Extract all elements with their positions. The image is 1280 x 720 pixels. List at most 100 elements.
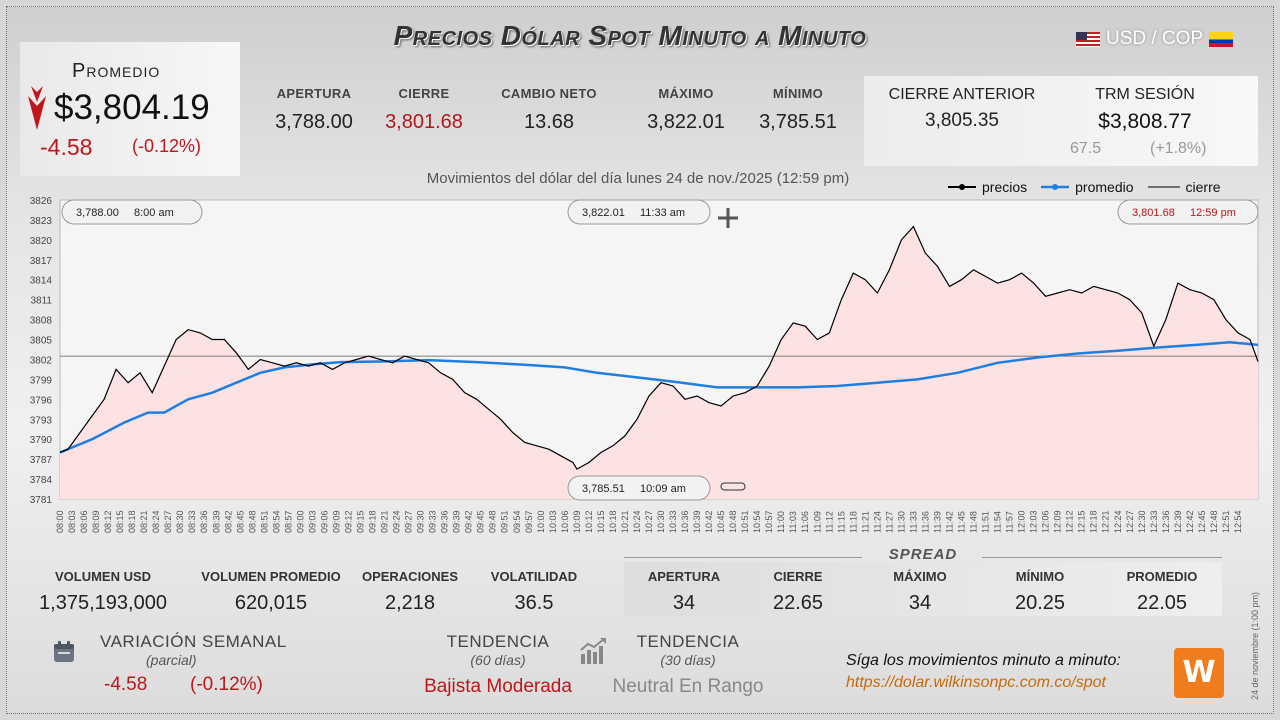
volumen-promedio: VOLUMEN PROMEDIO 620,015 [192,569,350,615]
move-cross-icon [718,208,738,228]
tendencia-30-value: Neutral En Rango [612,676,764,697]
colombia-flag-icon [1209,31,1234,47]
tendencia-30-sub: (30 días) [660,652,716,668]
volatilidad: VOLATILIDAD 36.5 [480,569,588,615]
promo-link[interactable]: https://dolar.wilkinsonpc.com.co/spot [846,674,1106,691]
precios-series-line [59,225,1259,470]
variacion-pct: (-0.12%) [190,674,263,695]
volatilidad-label: VOLATILIDAD [490,569,578,584]
spread-promedio-label: PROMEDIO [1126,569,1198,584]
x-tick-label: 09:21 [380,510,390,533]
x-tick-label: 10:24 [632,510,642,533]
us-flag-icon [1076,31,1100,47]
x-tick-label: 11:57 [1005,511,1015,533]
x-tick-label: 11:27 [884,511,894,533]
x-tick-label: 12:51 [1221,510,1231,533]
x-tick-label: 12:09 [1053,510,1063,533]
tendencia-60: TENDENCIA (60 días) Bajista Moderada [412,632,584,698]
x-tick-label: 08:03 [67,510,77,533]
x-tick-label: 09:03 [307,510,317,533]
cierre-anterior: CIERRE ANTERIOR 3,805.35 [882,86,1042,132]
volumen-usd-value: 1,375,193,000 [39,592,167,614]
x-tick-label: 11:21 [860,511,870,533]
x-tick-label: 10:21 [620,510,630,533]
y-tick-label: 3799 [30,375,53,386]
x-tick-label: 09:18 [368,510,378,533]
volumen-promedio-value: 620,015 [234,592,308,614]
x-tick-label: 08:12 [103,510,113,533]
price-area [60,226,1258,499]
y-tick-label: 3823 [30,216,53,227]
promo-text: Síga los movimientos minuto a minuto: [846,652,1121,669]
x-tick-label: 11:00 [776,511,786,533]
y-tick-label: 3802 [30,355,53,366]
wilkinson-logo[interactable]: W [1174,648,1224,698]
spread-maximo: MÁXIMO 34 [870,569,970,615]
x-tick-label: 10:12 [584,510,594,533]
x-tick-label: 11:09 [812,511,822,533]
x-tick-label: 09:39 [452,510,462,533]
x-tick-label: 08:15 [115,510,125,533]
scroll-handle-icon [720,482,746,491]
x-tick-label: 12:33 [1149,510,1159,533]
x-tick-label: 08:21 [139,510,149,533]
x-tick-label: 08:51 [259,510,269,533]
trm-value: $3,808.77 [1098,110,1192,133]
x-tick-label: 11:15 [836,511,846,533]
promedio-panel: Promedio $3,804.19 -4.58 (-0.12%) [20,42,240,176]
annotation-value: 3,785.51 [582,483,625,495]
x-tick-label: 12:06 [1041,510,1051,533]
x-tick-label: 08:33 [187,510,197,533]
variacion-semanal: VARIACIÓN SEMANAL (parcial) -4.58 (-0.12… [100,632,287,695]
annotation-value: 3,788.00 [76,207,119,219]
spread-minimo-label: MÍNIMO [1015,569,1065,584]
x-tick-label: 10:15 [596,510,606,533]
spread-cierre-value: 22.65 [772,592,824,614]
stat-cierre: CIERRE 3,801.68 [374,86,474,134]
stat-label: MÁXIMO [658,86,714,101]
y-tick-label: 3814 [30,276,53,287]
annotation-box [567,475,711,501]
stat-apertura: APERTURA 3,788.00 [264,86,364,134]
x-tick-label: 10:03 [548,510,558,533]
variacion-label: VARIACIÓN SEMANAL [100,632,287,651]
x-tick-label: 11:33 [908,511,918,533]
stat-value: 3,822.01 [647,111,725,133]
x-tick-label: 12:24 [1113,510,1123,533]
y-tick-label: 3820 [30,236,53,247]
down-arrow-icon [28,86,46,130]
x-tick-label: 11:12 [824,511,834,533]
x-tick-label: 12:48 [1209,510,1219,533]
cierre-anterior-label: CIERRE ANTERIOR [888,86,1036,103]
variacion-value: -4.58 [104,674,148,695]
x-tick-label: 10:00 [536,510,546,533]
volatilidad-value: 36.5 [514,592,554,614]
volumen-promedio-label: VOLUMEN PROMEDIO [201,569,341,584]
x-tick-label: 10:51 [740,510,750,533]
promedio-change-pct: (-0.12%) [132,136,202,156]
x-tick-label: 10:42 [704,510,714,533]
x-tick-label: 08:36 [199,510,209,533]
stat-maximo: MÁXIMO 3,822.01 [636,86,736,134]
stat-cambio-neto: CAMBIO NETO 13.68 [489,86,609,134]
currency-pair-label: USD / COP [1106,28,1204,49]
trm-diff-pct: (+1.8%) [1150,140,1207,157]
spread-apertura: APERTURA 34 [634,569,734,615]
x-tick-label: 10:39 [692,510,702,533]
x-tick-label: 08:09 [91,510,101,533]
x-tick-label: 12:27 [1125,510,1135,533]
x-tick-label: 08:42 [223,510,233,533]
tendencia-30: TENDENCIA (30 días) Neutral En Rango [602,632,774,698]
spread-apertura-label: APERTURA [647,569,721,584]
page-title: Precios Dólar Spot Minuto a Minuto [393,20,867,51]
x-tick-label: 09:48 [488,510,498,533]
y-tick-label: 3808 [30,316,53,327]
stat-label: CIERRE [398,86,450,101]
x-tick-label: 08:24 [151,510,161,533]
promo-block: Síga los movimientos minuto a minuto: ht… [846,652,1121,692]
x-tick-label: 12:03 [1029,510,1039,533]
annotation-value: 3,822.01 [582,207,625,219]
x-tick-label: 09:12 [343,510,353,533]
currency-pair: USD / COP [1076,28,1234,50]
x-tick-label: 11:48 [969,511,979,533]
